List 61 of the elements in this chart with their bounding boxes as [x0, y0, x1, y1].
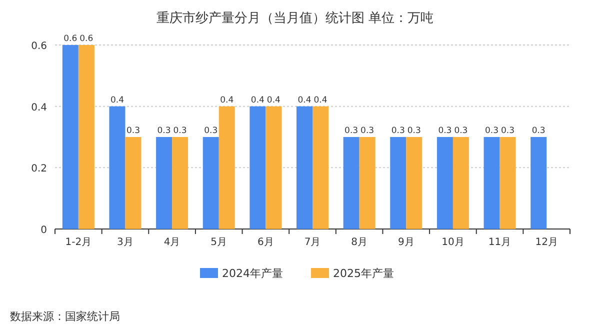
- bar: [436, 137, 453, 229]
- bar: [266, 106, 282, 229]
- data-label: 0.4: [250, 95, 264, 106]
- bar: [202, 137, 219, 229]
- data-label: 0.3: [501, 126, 515, 136]
- x-tick-label: 6月: [257, 237, 274, 248]
- x-tick-label: 4月: [164, 237, 180, 248]
- data-label: 0.3: [438, 126, 452, 136]
- x-tick-label: 5月: [210, 237, 228, 248]
- y-tick-label: 0.4: [31, 102, 47, 114]
- bar: [156, 137, 172, 229]
- bar: [406, 137, 422, 229]
- bar: [250, 106, 266, 229]
- legend-label: 2024年产量: [222, 267, 283, 280]
- data-label: 0.3: [157, 126, 171, 136]
- bar: [343, 137, 360, 229]
- y-tick-label: 0.2: [31, 164, 47, 175]
- x-tick-label: 9月: [398, 237, 414, 248]
- bar: [172, 137, 188, 229]
- bar: [78, 45, 94, 229]
- data-label: 0.3: [204, 126, 218, 136]
- y-tick-label: 0: [40, 225, 47, 236]
- x-tick-label: 11月: [488, 237, 512, 248]
- bar: [452, 137, 469, 229]
- bar: [359, 137, 376, 229]
- data-label: 0.3: [454, 126, 468, 136]
- data-label: 0.3: [485, 126, 499, 136]
- x-tick-label: 7月: [304, 237, 321, 248]
- bar: [109, 106, 126, 229]
- x-tick-label: 8月: [351, 237, 368, 248]
- data-label: 0.3: [407, 126, 421, 136]
- data-label: 0.6: [80, 34, 94, 44]
- data-label: 0.3: [126, 126, 140, 136]
- legend-label: 2025年产量: [333, 267, 394, 280]
- x-tick-label: 3月: [117, 237, 134, 248]
- x-tick-label: 10月: [442, 237, 464, 248]
- data-label: 0.3: [360, 126, 374, 136]
- data-label: 0.4: [266, 95, 280, 106]
- data-label: 0.4: [110, 95, 124, 106]
- data-label: 0.6: [64, 34, 78, 44]
- data-label: 0.3: [532, 126, 546, 136]
- data-label: 0.3: [391, 126, 405, 136]
- chart-title: 重庆市纱产量分月（当月值）统计图 单位：万吨: [156, 11, 434, 26]
- bar: [62, 45, 78, 229]
- y-tick-label: 0.6: [31, 41, 47, 52]
- bar: [312, 106, 328, 229]
- bar: [296, 106, 312, 229]
- bar: [484, 137, 500, 229]
- data-label: 0.4: [220, 95, 234, 106]
- bar: [530, 137, 547, 229]
- bar: [125, 137, 142, 229]
- data-label: 0.4: [298, 95, 312, 106]
- x-tick-label: 1-2月: [65, 237, 92, 248]
- bar: [218, 106, 235, 229]
- source-note: 数据来源：国家统计局: [10, 310, 120, 323]
- data-label: 0.4: [314, 95, 328, 106]
- data-label: 0.3: [173, 126, 187, 136]
- x-tick-label: 12月: [535, 237, 558, 248]
- bar: [500, 137, 516, 229]
- bar: [390, 137, 406, 229]
- data-label: 0.3: [344, 126, 358, 136]
